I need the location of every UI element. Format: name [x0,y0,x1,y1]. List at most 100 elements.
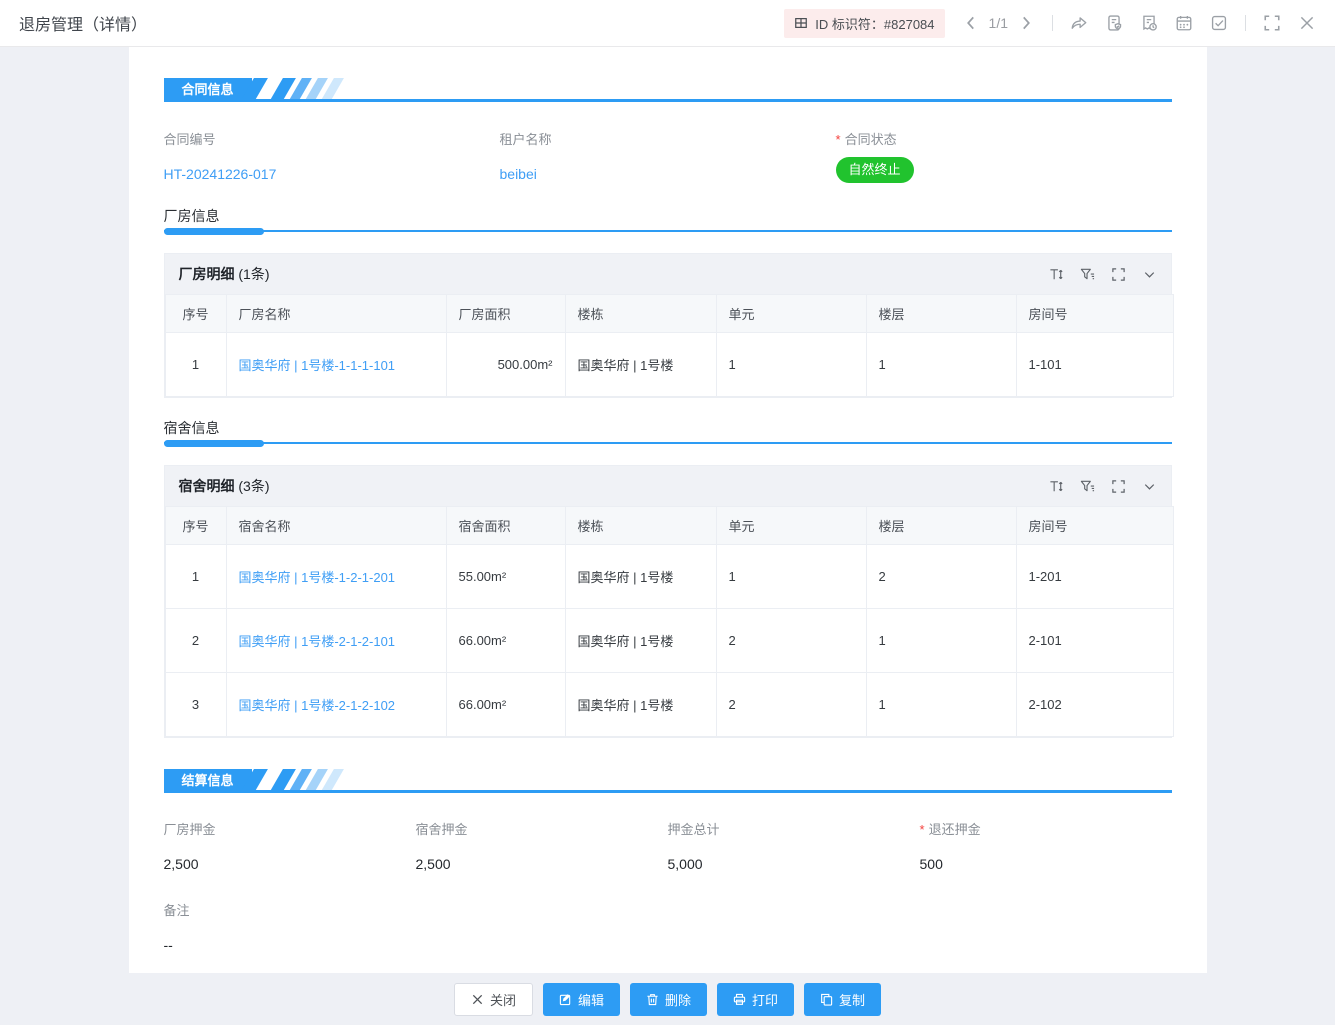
fullscreen-icon[interactable] [1263,14,1281,32]
factory-name-link[interactable]: 国奥华府 | 1号楼-1-1-1-101 [238,358,396,373]
cell-unit: 1 [715,544,867,609]
page-title: 退房管理（详情） [19,17,148,34]
column-header: 序号 [164,294,227,333]
dorm-deposit-value: 2,500 [415,856,451,872]
collapse-chevron-icon[interactable] [1142,267,1157,282]
table-row: 1 国奥华府 | 1号楼-1-2-1-201 55.00m² 国奥华府 | 1号… [164,544,1174,609]
filter-icon[interactable] [1080,479,1095,494]
divider [1052,15,1053,31]
required-asterisk: * [919,822,925,837]
dorm-table-card: 宿舍明细 (3条) 序号 宿舍名称 [163,465,1174,738]
calendar-icon[interactable] [1175,14,1193,32]
copy-button[interactable]: 复制 [804,982,882,1016]
document-shield-icon[interactable] [1105,14,1123,32]
close-button[interactable]: 关闭 [453,982,533,1016]
dorm-table-title: 宿舍明细 (3条) [178,478,270,494]
tenant-field: 租户名称 beibei [500,133,836,184]
table-row: 2 国奥华府 | 1号楼-2-1-2-101 66.00m² 国奥华府 | 1号… [164,608,1174,673]
column-header: 单元 [715,294,867,333]
factory-deposit-field: 厂房押金 2,500 [164,823,416,874]
cell-floor: 1 [865,332,1017,397]
share-icon[interactable] [1070,14,1088,32]
contract-status-label: * 合同状态 [835,132,897,147]
contract-status-field: * 合同状态 自然终止 [835,132,1172,184]
section-banner-label: 合同信息 [163,78,252,102]
factory-section-underline [163,228,1172,235]
cell-index: 1 [164,332,227,397]
column-header: 楼栋 [564,506,717,545]
factory-table-head-row: 序号 厂房名称 厂房面积 楼栋 单元 楼层 房间号 [164,294,1174,333]
column-header: 楼层 [865,294,1017,333]
receipt-history-icon[interactable] [1140,14,1158,32]
dorm-table-head-row: 序号 宿舍名称 宿舍面积 楼栋 单元 楼层 房间号 [164,506,1174,545]
cell-area: 66.00m² [445,672,566,737]
pager-position: 1/1 [988,15,1008,31]
cell-room: 2-101 [1015,608,1174,673]
cell-area: 66.00m² [445,608,566,673]
contract-section-banner: 合同信息 [163,78,1172,102]
record-id-badge: ID 标识符：#827084 [784,8,945,38]
refund-deposit-field: * 退还押金 500 [920,823,1172,874]
cell-unit: 2 [715,672,867,737]
settlement-fields: 厂房押金 2,500 宿舍押金 2,500 押金总计 5,000 * 退还押金 5… [164,823,1172,874]
checkbox-icon[interactable] [1210,14,1228,32]
column-header: 厂房名称 [225,294,447,333]
table-grid-icon [794,16,808,30]
factory-section-title: 厂房信息 [163,208,220,224]
tenant-link[interactable]: beibei [499,166,537,182]
cell-name: 国奥华府 | 1号楼-2-1-2-101 [225,608,447,673]
cell-floor: 1 [865,608,1017,673]
status-badge: 自然终止 [835,157,914,183]
factory-deposit-label: 厂房押金 [163,822,216,837]
chevron-right-icon[interactable] [1017,14,1035,32]
contract-no-link[interactable]: HT-20241226-017 [163,166,277,182]
column-header: 楼栋 [564,294,717,333]
edit-button[interactable]: 编辑 [542,982,620,1016]
factory-table-header: 厂房明细 (1条) [164,254,1171,294]
filter-icon[interactable] [1080,267,1095,282]
table-toolbar [1049,479,1157,494]
column-header: 单元 [715,506,867,545]
row-height-icon[interactable] [1049,267,1064,282]
cell-index: 2 [164,608,227,673]
cell-room: 1-101 [1015,332,1174,397]
cell-name: 国奥华府 | 1号楼-1-1-1-101 [225,332,447,397]
column-header: 房间号 [1015,506,1174,545]
table-row: 1 国奥华府 | 1号楼-1-1-1-101 500.00m² 国奥华府 | 1… [164,332,1174,397]
refund-deposit-label: * 退还押金 [919,822,981,837]
table-row: 3 国奥华府 | 1号楼-2-1-2-102 66.00m² 国奥华府 | 1号… [164,672,1174,737]
cell-room: 1-201 [1015,544,1174,609]
total-deposit-field: 押金总计 5,000 [668,823,920,874]
dorm-deposit-field: 宿舍押金 2,500 [416,823,668,874]
expand-icon[interactable] [1111,479,1126,494]
cell-name: 国奥华府 | 1号楼-1-2-1-201 [225,544,447,609]
remark-field: 备注 -- [164,904,1172,955]
cell-building: 国奥华府 | 1号楼 [564,544,717,609]
print-button[interactable]: 打印 [717,982,795,1016]
contract-no-label: 合同编号 [163,132,216,147]
copy-icon [820,993,833,1006]
dorm-name-link[interactable]: 国奥华府 | 1号楼-1-2-1-201 [238,570,396,585]
expand-icon[interactable] [1111,267,1126,282]
close-icon[interactable] [1298,14,1316,32]
detail-panel: 合同信息 合同编号 HT-20241226-017 租户名称 beibei * 合… [128,47,1207,973]
column-header: 楼层 [865,506,1017,545]
section-banner-label: 结算信息 [163,769,252,793]
delete-button[interactable]: 删除 [629,982,707,1016]
dorm-name-link[interactable]: 国奥华府 | 1号楼-2-1-2-101 [238,634,396,649]
factory-table-title: 厂房明细 (1条) [178,266,270,282]
factory-table-card: 厂房明细 (1条) 序号 厂房名称 [163,253,1174,398]
divider [1245,15,1246,31]
trash-icon [646,993,659,1006]
total-deposit-value: 5,000 [667,856,703,872]
row-height-icon[interactable] [1049,479,1064,494]
record-pager: 1/1 [962,14,1035,32]
chevron-left-icon[interactable] [962,14,980,32]
top-bar-actions: ID 标识符：#827084 1/1 [784,8,1316,38]
column-header: 房间号 [1015,294,1174,333]
column-header: 序号 [164,506,227,545]
dorm-name-link[interactable]: 国奥华府 | 1号楼-2-1-2-102 [238,698,396,713]
cell-floor: 1 [865,672,1017,737]
dorm-table: 序号 宿舍名称 宿舍面积 楼栋 单元 楼层 房间号 1 国奥华府 | 1号楼-1… [164,506,1174,737]
collapse-chevron-icon[interactable] [1142,479,1157,494]
